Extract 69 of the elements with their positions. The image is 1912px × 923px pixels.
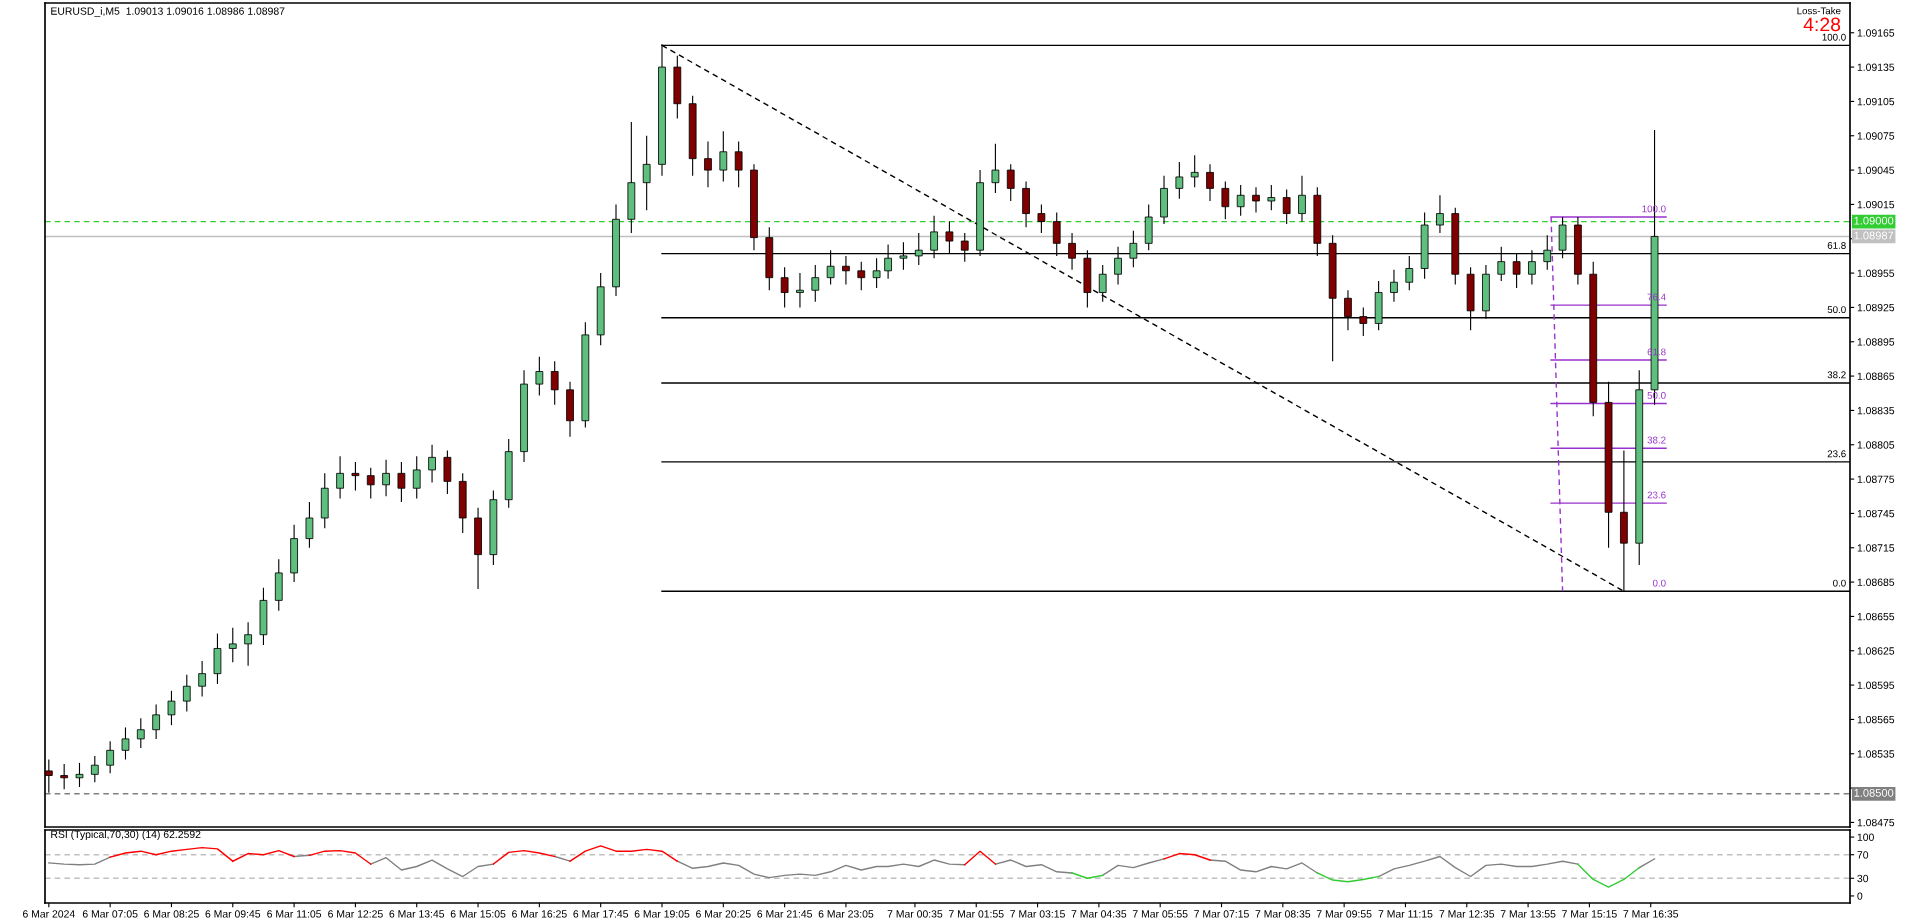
x-tick-label: 6 Mar 19:05 xyxy=(634,910,690,918)
annotation: 23.6 xyxy=(1647,491,1666,499)
y-tick-label: 30 xyxy=(1857,874,1869,883)
x-tick-label: 7 Mar 11:15 xyxy=(1378,910,1433,918)
x-tick-label: 7 Mar 15:15 xyxy=(1562,910,1617,918)
y-tick-label: 1.08685 xyxy=(1857,578,1895,586)
x-tick-label: 6 Mar 11:05 xyxy=(267,910,322,918)
x-tick-label: 7 Mar 05:55 xyxy=(1132,910,1188,918)
y-tick-label: 0 xyxy=(1857,892,1863,900)
x-tick-label: 6 Mar 12:25 xyxy=(328,910,383,918)
x-tick-label: 7 Mar 08:35 xyxy=(1255,910,1311,918)
ref-line-label: 1.08987 xyxy=(1854,231,1894,240)
x-tick-label: 6 Mar 15:05 xyxy=(450,910,506,918)
x-tick-label: 7 Mar 03:15 xyxy=(1010,910,1065,918)
x-tick-label: 6 Mar 08:25 xyxy=(144,910,199,918)
y-tick-label: 1.08565 xyxy=(1857,715,1895,724)
annotation: 23.6 xyxy=(1827,450,1846,458)
annotation: 38.2 xyxy=(1827,371,1846,379)
annotation: 100.0 xyxy=(1822,33,1846,41)
x-tick-label: 6 Mar 23:05 xyxy=(818,910,874,918)
y-tick-label: 1.08895 xyxy=(1857,338,1895,346)
x-tick-label: 6 Mar 2024 xyxy=(23,910,75,918)
ref-line-label: 1.08500 xyxy=(1854,788,1894,797)
y-tick-label: 1.08625 xyxy=(1857,647,1895,655)
annotation: 0.0 xyxy=(1833,579,1846,587)
y-tick-label: 1.09135 xyxy=(1857,63,1895,71)
x-tick-label: 7 Mar 07:15 xyxy=(1194,910,1249,918)
y-tick-label: 1.08595 xyxy=(1857,681,1895,689)
x-tick-label: 7 Mar 16:35 xyxy=(1623,910,1679,918)
annotation: 50.0 xyxy=(1827,306,1846,314)
x-tick-label: 6 Mar 21:45 xyxy=(757,910,812,918)
y-tick-label: 1.09015 xyxy=(1857,200,1895,209)
x-tick-label: 7 Mar 01:55 xyxy=(948,910,1004,918)
y-tick-label: 1.08865 xyxy=(1857,372,1895,380)
y-tick-label: 1.08475 xyxy=(1857,818,1895,827)
annotation: 0.0 xyxy=(1652,579,1666,587)
y-tick-label: 100 xyxy=(1857,833,1874,841)
y-tick-label: 1.08745 xyxy=(1857,509,1895,518)
x-tick-label: 7 Mar 04:35 xyxy=(1071,910,1127,918)
annotation: Loss-Take xyxy=(1797,7,1841,15)
y-tick-label: 1.09165 xyxy=(1857,29,1895,37)
y-tick-label: 1.08715 xyxy=(1857,544,1895,552)
y-tick-label: 1.09075 xyxy=(1857,132,1895,140)
y-tick-label: 1.08775 xyxy=(1857,475,1895,483)
x-tick-label: 6 Mar 17:45 xyxy=(573,910,629,918)
chart-title: RSI (Typical,70,30) (14) 62.2592 xyxy=(51,830,201,841)
y-tick-label: 1.08655 xyxy=(1857,612,1895,621)
y-tick-label: 1.08925 xyxy=(1857,303,1895,312)
y-tick-label: 70 xyxy=(1857,851,1869,859)
x-tick-label: 7 Mar 13:55 xyxy=(1500,910,1556,918)
x-tick-label: 6 Mar 16:25 xyxy=(512,910,567,918)
x-tick-label: 6 Mar 13:45 xyxy=(389,910,445,918)
x-tick-label: 7 Mar 00:35 xyxy=(887,910,943,918)
x-tick-label: 7 Mar 12:35 xyxy=(1439,910,1495,918)
annotation: 61.8 xyxy=(1827,242,1846,249)
x-tick-label: 6 Mar 09:45 xyxy=(205,910,261,918)
y-tick-label: 1.08955 xyxy=(1857,269,1895,277)
y-tick-label: 1.08535 xyxy=(1857,750,1895,758)
y-tick-label: 1.08805 xyxy=(1857,441,1895,449)
chart-title: EURUSD_i,M5 1.09013 1.09016 1.08986 1.08987 xyxy=(51,7,285,17)
y-tick-label: 1.08835 xyxy=(1857,406,1895,415)
y-tick-label: 1.09045 xyxy=(1857,166,1895,174)
y-tick-label: 1.09105 xyxy=(1857,97,1895,106)
x-tick-label: 6 Mar 07:05 xyxy=(82,910,138,918)
x-tick-label: 7 Mar 09:55 xyxy=(1316,910,1372,918)
annotation: 38.2 xyxy=(1647,436,1666,444)
x-tick-label: 6 Mar 20:25 xyxy=(696,910,751,918)
ref-line-label: 1.09000 xyxy=(1854,216,1894,225)
annotation: 4:28 xyxy=(1803,17,1841,32)
